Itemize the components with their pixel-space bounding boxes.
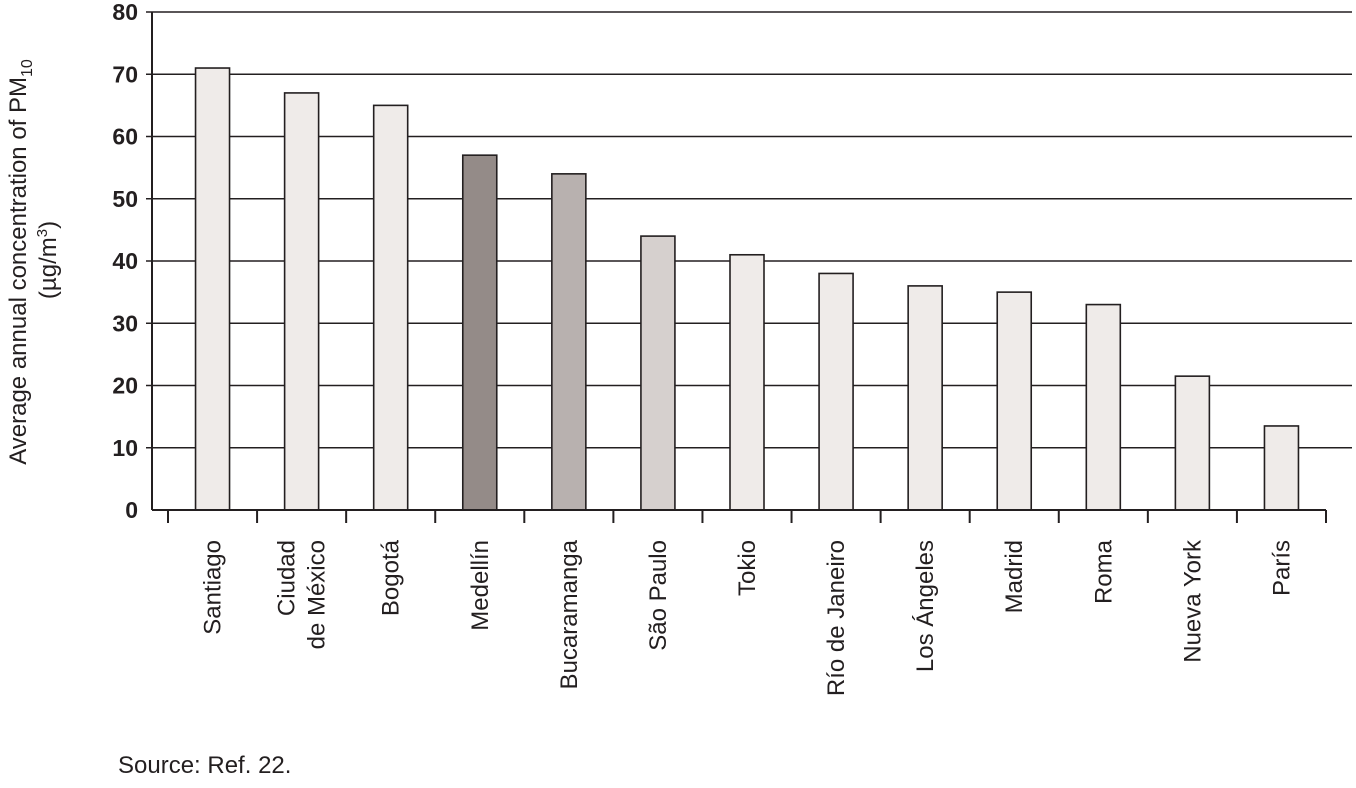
bar-parís [1263, 425, 1300, 511]
x-tick-label: Bogotá [378, 539, 405, 616]
bar-los-ángeles [907, 285, 943, 511]
x-tick-label: Madrid [1001, 540, 1028, 613]
x-axis [151, 12, 1327, 523]
source-note: Source: Ref. 22. [118, 752, 291, 779]
x-tick-label: Río de Janeiro [823, 540, 850, 696]
bar-medellín [461, 154, 498, 511]
bar-bucaramanga [551, 173, 587, 511]
x-tick-label: Nueva York [1179, 539, 1206, 663]
x-tick-label: Santiago [200, 540, 227, 635]
x-tick-label: Ciudad [274, 540, 301, 616]
bar-tokio [729, 253, 765, 511]
y-tick-label: 10 [112, 435, 138, 461]
x-tick-label: Medellín [467, 540, 494, 631]
bars [194, 67, 1300, 511]
x-tick-label: Roma [1090, 539, 1117, 604]
bar-río-de-janeiro [818, 272, 854, 511]
bar-ciudad-de-méxico [283, 92, 320, 511]
x-tick-label: Tokio [734, 540, 761, 596]
bar-bogotá [372, 104, 409, 511]
y-axis-label: Average annual concentration of PM10 (µg… [5, 59, 62, 465]
x-tick-label: São Paulo [645, 540, 672, 651]
x-tick-label: París [1268, 540, 1295, 596]
y-tick-labels: 0 10 20 30 40 50 60 70 80 [112, 0, 138, 523]
bar-nueva-york [1174, 375, 1211, 511]
y-axis-label-superscript: 3 [34, 229, 51, 237]
y-tick-label: 70 [112, 61, 138, 87]
y-tick-label: 20 [112, 373, 138, 399]
x-tick-label: Los Ángeles [912, 540, 939, 672]
y-tick-label: 60 [112, 124, 138, 150]
y-tick-label: 50 [112, 186, 138, 212]
y-axis-label-line2: (µg/m3) [34, 221, 62, 299]
y-axis-label-line1: Average annual concentration of PM10 [5, 59, 36, 465]
y-axis-label-subscript: 10 [19, 59, 36, 77]
x-tick-label: Bucaramanga [556, 539, 583, 689]
y-tick-label: 30 [112, 310, 138, 336]
y-tick-label: 80 [112, 0, 138, 25]
y-tick-label: 40 [112, 248, 138, 274]
y-tick-label: 0 [125, 497, 138, 523]
bar-madrid [996, 291, 1033, 511]
bar-são-paulo [640, 235, 676, 511]
bar-santiago [194, 67, 231, 511]
x-tick-label: de México [304, 540, 331, 649]
x-tick-labels: Santiago Ciudad de México Bogotá Medellín Buc… [200, 539, 1296, 696]
bar-roma [1085, 303, 1122, 511]
